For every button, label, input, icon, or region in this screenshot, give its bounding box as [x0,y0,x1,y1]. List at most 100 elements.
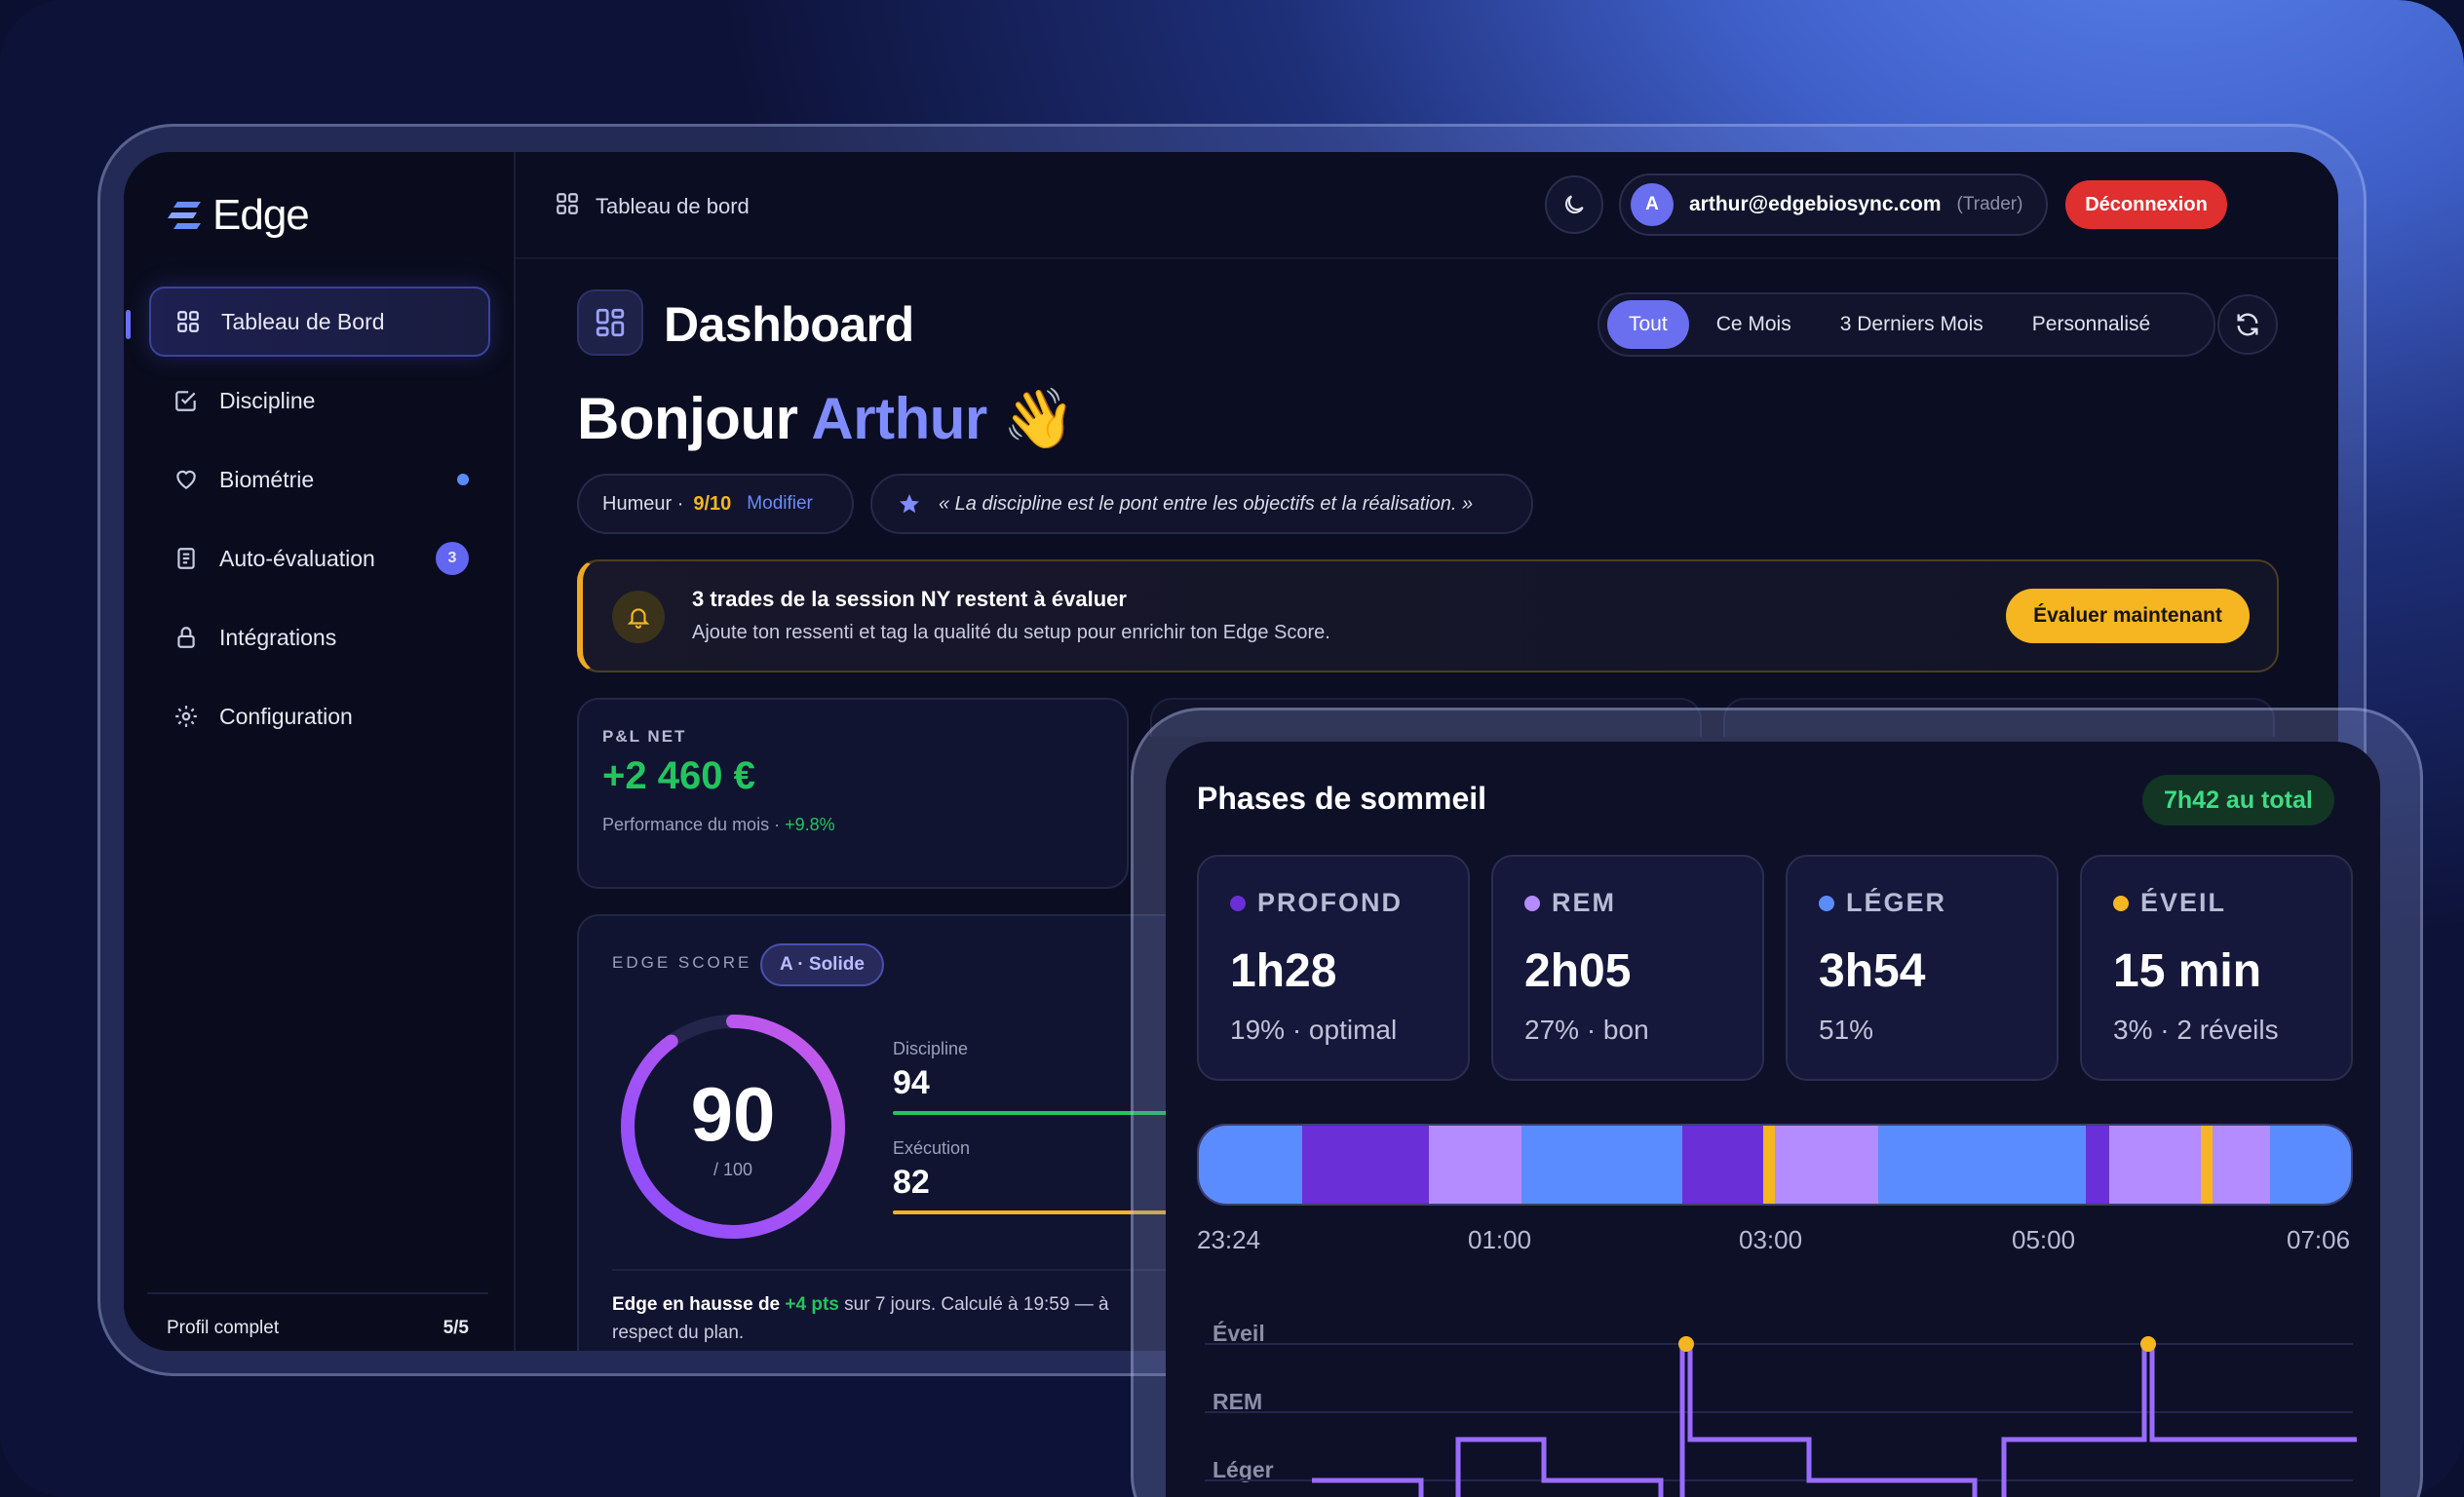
pnl-sub: Performance du mois · +9.8% [602,815,835,835]
timeline-segment-light [1199,1126,1304,1204]
hypnogram-label-leger: Léger [1213,1457,1274,1482]
brand-name: Edge [212,191,310,239]
phase-value: 3h54 [1819,945,1926,997]
note-rest: sur 7 jours. Calculé à 19:59 — à respect… [612,1294,1109,1343]
topbar: Tableau de bord A arthur@edgebiosync.com… [516,152,2338,259]
phase-name: LÉGER [1846,888,1947,917]
pnl-label: P&L NET [602,727,687,746]
pnl-card: P&L NET +2 460 € Performance du mois · +… [577,698,1129,889]
phase-dot [2113,895,2129,911]
score-value: 90 [690,1071,776,1157]
checkbox-icon [173,387,200,414]
filter-personnalise[interactable]: Personnalisé [2031,313,2151,335]
heart-icon [173,466,200,493]
phase-sub: 19% · optimal [1230,1015,1398,1045]
notification-dot [457,474,469,485]
edge-note: Edge en hausse de +4 pts sur 7 jours. Ca… [612,1290,1158,1347]
time-tick: 03:00 [1739,1225,1803,1254]
moon-icon [1564,195,1584,214]
grid-icon [174,308,202,335]
phase-value: 1h28 [1230,945,1337,997]
pnl-sub-text: Performance du mois · [602,815,781,834]
filter-tout[interactable]: Tout [1607,300,1689,349]
mood-edit-link[interactable]: Modifier [747,493,813,514]
main-content: Dashboard Tout Ce Mois 3 Derniers Mois P… [516,259,2338,1351]
hidden-card [1723,698,2275,737]
sidebar-nav: Tableau de Bord Discipline Biométrie Aut… [149,287,490,760]
score-gauge [621,1015,845,1239]
sidebar-item-label: Tableau de Bord [221,308,385,334]
filter-3-derniers-mois[interactable]: 3 Derniers Mois [1839,313,1983,335]
user-chip[interactable]: A arthur@edgebiosync.com (Trader) [1619,173,2048,236]
timeline-segment-rem [2108,1126,2203,1204]
sidebar-item-label: Configuration [219,703,353,729]
mood-pill: Humeur · 9/10 Modifier [577,474,854,534]
time-tick: 23:24 [1197,1225,1261,1254]
phase-header: ÉVEIL [2113,888,2226,918]
phase-sub: 51% [1819,1015,1874,1045]
sidebar-item-dashboard[interactable]: Tableau de Bord [149,287,490,357]
evaluation-alert: 3 trades de la session NY restent à éval… [577,559,2279,672]
gear-icon [173,703,200,730]
user-email: arthur@edgebiosync.com [1689,193,1942,215]
edge-score-label: EDGE SCORE [612,953,752,972]
phase-card-leger: LÉGER 3h54 51% [1786,855,2059,1081]
pnl-value: +2 460 € [602,754,755,797]
period-filter: Tout Ce Mois 3 Derniers Mois Personnalis… [1598,292,2215,357]
timeline-segment-deep [1682,1126,1765,1204]
greeting-text: Bonjour [577,386,798,451]
sleep-timeline-bar [1197,1124,2353,1206]
phase-name: PROFOND [1257,888,1403,917]
filter-ce-mois[interactable]: Ce Mois [1715,313,1791,335]
wake-marker [1678,1336,1694,1352]
gauge-arc [621,1015,845,1239]
note-lead: Edge en hausse de [612,1294,781,1315]
breadcrumb-label: Tableau de bord [596,194,750,218]
refresh-button[interactable] [2217,294,2278,355]
sidebar-item-auto-evaluation[interactable]: Auto-évaluation 3 [149,523,490,594]
phase-sub: 3% · 2 réveils [2113,1015,2279,1045]
phase-header: REM [1524,888,1616,918]
sidebar-item-label: Intégrations [219,624,337,650]
phase-header: LÉGER [1819,888,1946,918]
star-icon [900,494,919,514]
time-tick: 07:06 [2287,1225,2351,1254]
sidebar-item-biometrie[interactable]: Biométrie [149,444,490,515]
metric-discipline-bar [893,1111,1185,1115]
sidebar-item-configuration[interactable]: Configuration [149,681,490,751]
logout-button[interactable]: Déconnexion [2065,180,2227,229]
phase-header: PROFOND [1230,888,1403,918]
hypnogram-label-rem: REM [1213,1389,1263,1414]
hypnogram-chart [1205,1336,2357,1497]
profile-completion[interactable]: Profil complet 5/5 [147,1292,488,1351]
metric-discipline-label: Discipline [893,1039,969,1058]
timeline-segment-rem [1429,1126,1522,1204]
evaluate-now-button[interactable]: Évaluer maintenant [2006,589,2250,643]
timeline-segment-awake [2201,1126,2214,1204]
score-max: / 100 [712,1160,753,1179]
theme-toggle-button[interactable] [1545,175,1603,234]
brand-logo[interactable]: Edge [168,191,310,240]
user-name: Arthur [811,386,987,451]
phase-card-rem: REM 2h05 27% · bon [1491,855,1764,1081]
timeline-segment-light [1521,1126,1684,1204]
hidden-card [1150,698,1702,737]
phase-card-profond: PROFOND 1h28 19% · optimal [1197,855,1470,1081]
profile-label: Profil complet [167,1318,280,1338]
breadcrumb: Tableau de bord [555,191,750,222]
timeline-segment-rem [2213,1126,2272,1204]
alert-title: 3 trades de la session NY restent à éval… [692,587,1127,611]
refresh-icon [2237,313,2258,336]
timeline-segment-deep [1302,1126,1431,1204]
sidebar-item-discipline[interactable]: Discipline [149,365,490,436]
profile-value: 5/5 [443,1318,469,1338]
quote-text: « La discipline est le pont entre les ob… [939,492,1474,515]
wave-emoji: 👋 [1002,386,1076,451]
timeline-segment-rem [1775,1126,1880,1204]
time-tick: 05:00 [2012,1225,2076,1254]
sidebar-item-integrations[interactable]: Intégrations [149,602,490,672]
sleep-title: Phases de sommeil [1197,781,1487,816]
dashboard-icon [577,289,643,356]
phase-sub: 27% · bon [1524,1015,1649,1045]
divider [612,1269,1177,1271]
